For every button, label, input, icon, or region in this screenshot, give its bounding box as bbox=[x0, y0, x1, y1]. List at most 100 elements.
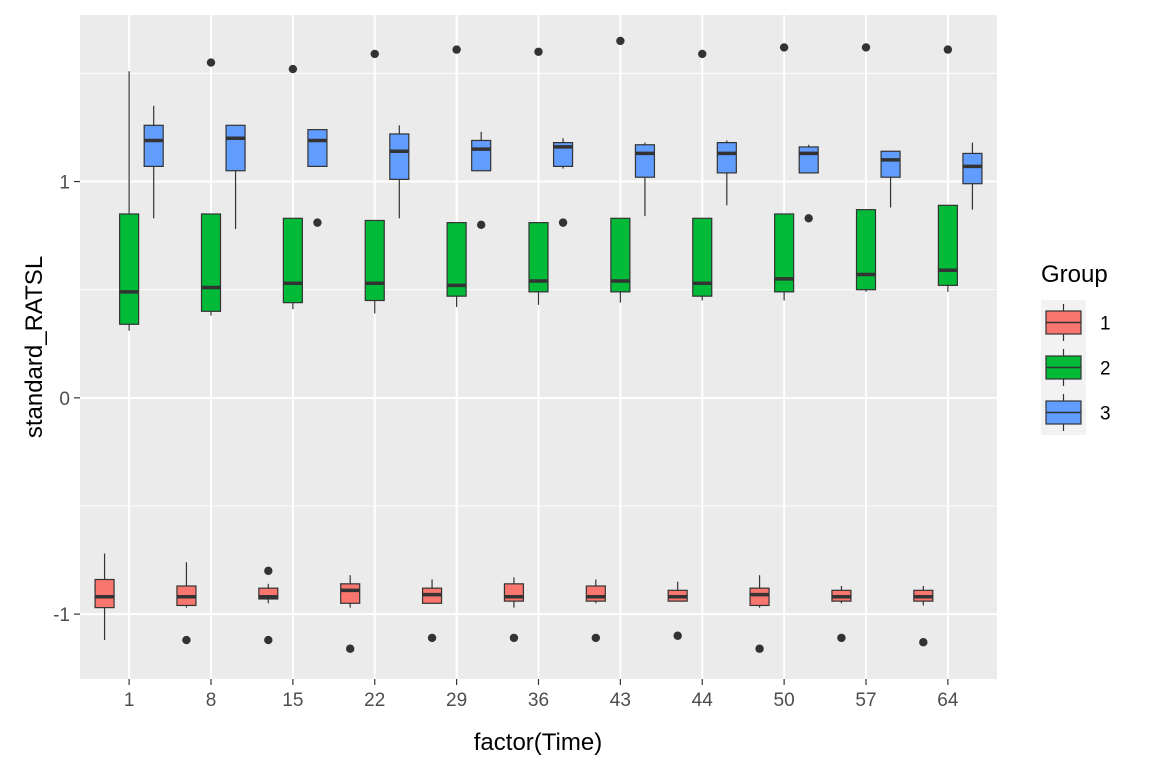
legend-label: 2 bbox=[1100, 359, 1111, 380]
outlier-point bbox=[509, 633, 519, 643]
x-tick-label: 1 bbox=[124, 690, 135, 711]
legend-entry-3: 3 bbox=[1041, 390, 1111, 435]
y-tick-label: 1 bbox=[59, 173, 70, 194]
outlier-point bbox=[837, 633, 846, 643]
legend-entry-2: 2 bbox=[1041, 345, 1111, 390]
box-iqr bbox=[94, 578, 115, 609]
box-group-2-36 bbox=[528, 47, 549, 305]
box-group-3-15 bbox=[307, 129, 328, 227]
box-group-3-50 bbox=[798, 144, 819, 223]
box-iqr bbox=[282, 217, 303, 304]
x-axis-ticks: 1 8 15 22 29 36 43 44 50 57 64 bbox=[124, 679, 959, 711]
x-tick-label: 44 bbox=[692, 690, 714, 711]
outlier-point bbox=[804, 214, 813, 223]
box-group-3-36 bbox=[552, 138, 574, 227]
y-axis-ticks: -1 0 1 bbox=[53, 173, 80, 626]
box-iqr bbox=[634, 144, 656, 178]
box-iqr bbox=[389, 133, 410, 180]
x-axis-title: factor(Time) bbox=[474, 729, 602, 756]
box-iqr bbox=[446, 222, 467, 297]
x-tick-label: 43 bbox=[610, 690, 631, 711]
x-tick-label: 36 bbox=[528, 690, 549, 711]
box-group-1-50 bbox=[749, 575, 770, 653]
outlier-point bbox=[313, 218, 322, 227]
y-tick-label: -1 bbox=[53, 605, 70, 626]
box-group-1-8 bbox=[176, 562, 197, 645]
box-group-1-43 bbox=[585, 579, 606, 643]
box-iqr bbox=[610, 217, 631, 293]
box-iqr bbox=[119, 213, 140, 325]
outlier-point bbox=[861, 43, 871, 52]
major-gridlines bbox=[80, 15, 997, 679]
box-group-3-44 bbox=[716, 140, 737, 206]
box-group-2-29 bbox=[446, 45, 467, 307]
box-group-3-1 bbox=[143, 105, 164, 219]
legend-label: 3 bbox=[1100, 404, 1111, 425]
box-group-2-8 bbox=[200, 58, 222, 316]
outlier-point bbox=[755, 644, 764, 653]
outlier-point bbox=[943, 45, 953, 54]
box-group-3-29 bbox=[471, 131, 492, 229]
box-group-2-50 bbox=[774, 43, 795, 301]
outlier-point bbox=[476, 220, 486, 229]
box-group-2-15 bbox=[282, 64, 303, 310]
box-group-1-15 bbox=[258, 566, 279, 645]
box-iqr bbox=[364, 219, 385, 302]
x-tick-label: 15 bbox=[282, 690, 303, 711]
outlier-point bbox=[591, 633, 601, 643]
legend: Group 1 2 3 bbox=[1041, 261, 1111, 435]
box-group-2-64 bbox=[937, 45, 958, 292]
outlier-point bbox=[673, 631, 682, 640]
outlier-point bbox=[264, 566, 273, 576]
box-group-1-1 bbox=[94, 553, 115, 641]
legend-label: 1 bbox=[1100, 314, 1111, 335]
box-group-1-44 bbox=[667, 581, 688, 640]
box-group-1-29 bbox=[421, 579, 443, 643]
outlier-point bbox=[370, 49, 379, 59]
box-group-1-22 bbox=[340, 575, 361, 653]
y-axis-title: standard_RATSL bbox=[21, 256, 48, 438]
box-group-2-43 bbox=[610, 36, 631, 303]
outlier-point bbox=[452, 45, 461, 54]
x-tick-label: 57 bbox=[855, 690, 876, 711]
box-iqr bbox=[528, 222, 549, 293]
outlier-point bbox=[534, 47, 543, 56]
box-group-2-57 bbox=[855, 43, 877, 292]
box-iqr bbox=[716, 142, 737, 174]
outlier-point bbox=[264, 635, 273, 645]
box-iqr bbox=[307, 129, 328, 168]
box-iqr bbox=[798, 146, 819, 174]
outlier-point bbox=[698, 49, 707, 59]
box-layer bbox=[94, 36, 983, 653]
outlier-point bbox=[288, 64, 298, 74]
box-group-3-43 bbox=[634, 142, 656, 217]
x-tick-label: 64 bbox=[937, 690, 959, 711]
box-iqr bbox=[962, 152, 983, 185]
outlier-point bbox=[345, 644, 355, 653]
box-iqr bbox=[200, 213, 222, 312]
outlier-point bbox=[182, 635, 191, 645]
box-group-1-64 bbox=[913, 585, 934, 647]
outlier-point bbox=[919, 638, 928, 647]
outlier-point bbox=[427, 633, 437, 643]
box-group-2-44 bbox=[692, 49, 713, 301]
box-group-1-57 bbox=[831, 585, 852, 643]
legend-title: Group bbox=[1041, 261, 1108, 288]
outlier-point bbox=[616, 36, 625, 46]
box-group-3-64 bbox=[962, 142, 983, 210]
box-iqr bbox=[585, 585, 606, 602]
box-group-1-36 bbox=[503, 577, 525, 643]
box-group-2-22 bbox=[364, 49, 385, 314]
x-tick-label: 29 bbox=[446, 690, 467, 711]
x-tick-label: 8 bbox=[206, 690, 217, 711]
box-iqr bbox=[340, 583, 361, 604]
box-group-3-8 bbox=[225, 124, 246, 230]
legend-entry-1: 1 bbox=[1041, 300, 1111, 345]
outlier-point bbox=[206, 58, 216, 67]
box-iqr bbox=[937, 204, 958, 286]
box-iqr bbox=[855, 209, 877, 291]
box-iqr bbox=[774, 213, 795, 293]
box-iqr bbox=[880, 150, 901, 178]
box-iqr bbox=[143, 124, 164, 168]
